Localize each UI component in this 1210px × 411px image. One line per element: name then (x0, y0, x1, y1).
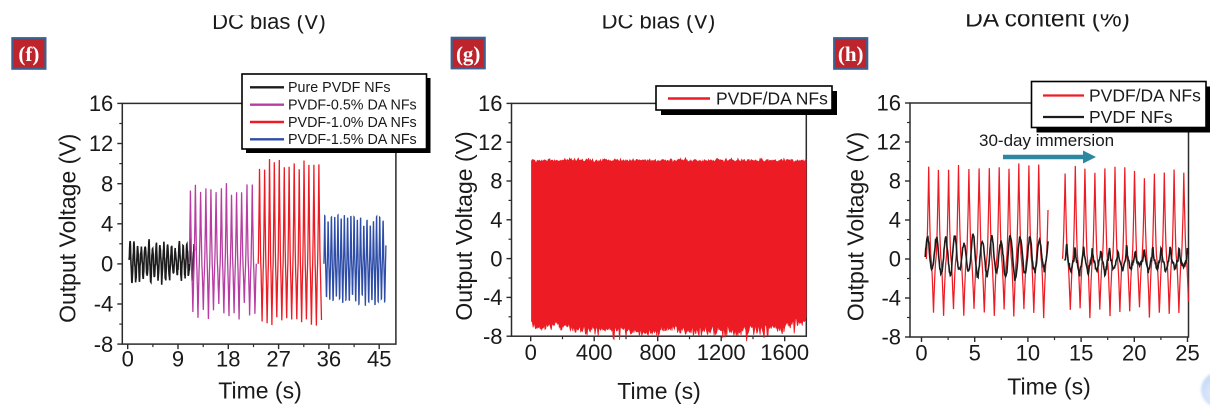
svg-text:(f): (f) (18, 42, 39, 66)
svg-text:-8: -8 (881, 325, 901, 350)
svg-text:10: 10 (1016, 341, 1040, 366)
svg-text:4: 4 (889, 208, 901, 233)
svg-text:-4: -4 (483, 285, 503, 310)
svg-text:PVDF-1.5% DA NFs: PVDF-1.5% DA NFs (288, 132, 417, 148)
svg-text:8: 8 (101, 171, 113, 196)
svg-text:(h): (h) (838, 42, 864, 66)
svg-text:0: 0 (915, 341, 927, 366)
svg-text:PVDF/DA NFs: PVDF/DA NFs (1089, 86, 1201, 106)
svg-text:0: 0 (101, 252, 113, 277)
svg-text:-4: -4 (881, 286, 901, 311)
svg-text:Output Voltage (V): Output Voltage (V) (843, 132, 869, 321)
svg-text:16: 16 (478, 91, 502, 116)
svg-text:1600: 1600 (760, 340, 809, 365)
svg-text:0: 0 (490, 246, 502, 271)
svg-text:Output Voltage (V): Output Voltage (V) (451, 131, 477, 320)
svg-text:PVDF/DA NFs: PVDF/DA NFs (716, 89, 828, 109)
svg-text:Output Voltage (V): Output Voltage (V) (55, 134, 81, 323)
svg-text:4: 4 (101, 212, 113, 237)
svg-text:Pure PVDF NFs: Pure PVDF NFs (288, 80, 390, 96)
svg-text:PVDF-1.0% DA NFs: PVDF-1.0% DA NFs (288, 115, 417, 131)
svg-text:Time (s): Time (s) (1007, 374, 1090, 400)
svg-text:PVDF-0.5% DA NFs: PVDF-0.5% DA NFs (288, 98, 417, 114)
svg-text:-4: -4 (94, 292, 114, 317)
svg-text:DC bias (V): DC bias (V) (602, 9, 716, 34)
svg-text:16: 16 (89, 91, 113, 116)
svg-text:(g): (g) (456, 42, 481, 66)
svg-text:18: 18 (216, 347, 240, 372)
svg-text:-8: -8 (483, 324, 503, 349)
svg-text:8: 8 (490, 169, 502, 194)
svg-text:DC bias (V): DC bias (V) (212, 9, 326, 34)
svg-text:0: 0 (889, 247, 901, 272)
svg-text:400: 400 (576, 340, 613, 365)
svg-text:800: 800 (639, 340, 676, 365)
svg-text:12: 12 (478, 130, 502, 155)
svg-text:12: 12 (89, 131, 113, 156)
svg-text:0: 0 (122, 347, 134, 372)
svg-text:45: 45 (367, 347, 391, 372)
svg-text:PVDF NFs: PVDF NFs (1089, 107, 1173, 127)
svg-text:16: 16 (877, 91, 901, 116)
svg-text:5: 5 (969, 341, 981, 366)
svg-text:Time (s): Time (s) (617, 378, 700, 404)
svg-text:0: 0 (525, 340, 537, 365)
svg-text:30-day immersion: 30-day immersion (979, 131, 1114, 150)
svg-text:20: 20 (1122, 341, 1146, 366)
svg-text:15: 15 (1069, 341, 1093, 366)
svg-text:1200: 1200 (697, 340, 746, 365)
svg-text:-8: -8 (94, 332, 114, 357)
svg-text:36: 36 (317, 347, 341, 372)
svg-text:8: 8 (889, 169, 901, 194)
svg-text:25: 25 (1175, 341, 1199, 366)
svg-text:9: 9 (172, 347, 184, 372)
svg-text:27: 27 (266, 347, 290, 372)
svg-text:4: 4 (490, 208, 502, 233)
svg-text:Time (s): Time (s) (218, 378, 301, 404)
svg-text:12: 12 (877, 130, 901, 155)
svg-text:DA content (%): DA content (%) (965, 6, 1130, 33)
